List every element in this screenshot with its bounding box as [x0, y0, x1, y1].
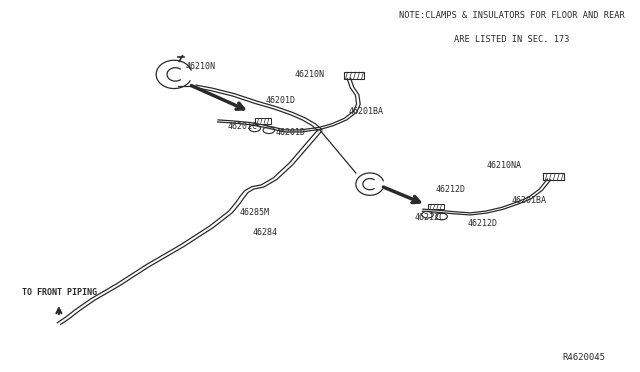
Text: 46212C: 46212C — [415, 213, 445, 222]
FancyBboxPatch shape — [344, 72, 364, 79]
Text: 46201D: 46201D — [275, 128, 305, 137]
Text: R4620045: R4620045 — [562, 353, 605, 362]
Text: 46201D: 46201D — [266, 96, 296, 105]
Text: 46285M: 46285M — [240, 208, 270, 217]
FancyBboxPatch shape — [428, 204, 444, 209]
Text: 46210N: 46210N — [186, 62, 216, 71]
Text: 46212D: 46212D — [467, 219, 497, 228]
Text: TO FRONT PIPING: TO FRONT PIPING — [22, 288, 97, 296]
Text: 46201BA: 46201BA — [512, 196, 547, 205]
Text: 46210NA: 46210NA — [486, 161, 522, 170]
Text: NOTE:CLAMPS & INSULATORS FOR FLOOR AND REAR: NOTE:CLAMPS & INSULATORS FOR FLOOR AND R… — [399, 11, 625, 20]
Text: 46212D: 46212D — [435, 185, 465, 194]
Text: 46201C: 46201C — [227, 122, 257, 131]
Text: ARE LISTED IN SEC. 173: ARE LISTED IN SEC. 173 — [454, 35, 570, 44]
FancyBboxPatch shape — [255, 118, 271, 124]
Text: 46201BA: 46201BA — [349, 107, 384, 116]
Text: 46210N: 46210N — [294, 70, 324, 79]
Text: 46284: 46284 — [253, 228, 278, 237]
FancyBboxPatch shape — [543, 173, 564, 180]
